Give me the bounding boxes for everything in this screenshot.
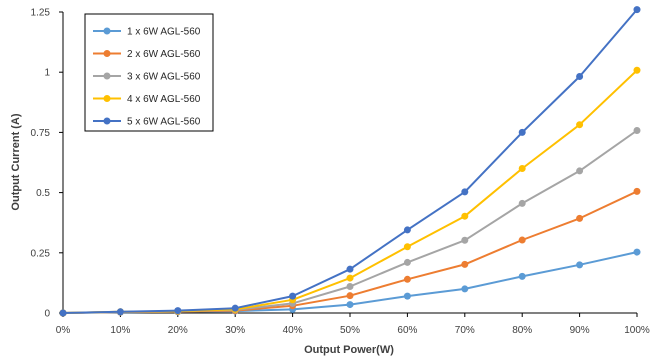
series-2	[59, 187, 641, 317]
data-point	[461, 188, 469, 196]
data-point	[403, 275, 411, 283]
data-point	[346, 265, 354, 273]
x-axis-title: Output Power(W)	[304, 344, 394, 356]
legend-item: 5 x 6W AGL-560	[93, 117, 201, 128]
data-point	[403, 292, 411, 300]
data-point	[518, 272, 526, 280]
legend-label: 4 x 6W AGL-560	[127, 94, 201, 105]
x-tick-label: 60%	[397, 325, 417, 336]
data-point	[461, 260, 469, 268]
x-tick-label: 90%	[570, 325, 590, 336]
data-point	[346, 292, 354, 300]
x-tick-label: 10%	[110, 325, 130, 336]
x-tick-labels: 0% 10% 20% 30% 40% 50% 60% 70% 80% 90% 100%	[56, 313, 650, 336]
series-1	[59, 248, 641, 317]
y-tick-labels: 0 0.25 0.5 0.75 1 1.25	[31, 8, 63, 320]
legend-item: 2 x 6W AGL-560	[93, 49, 201, 60]
y-axis-title: Output Current (A)	[10, 113, 22, 210]
data-point	[461, 285, 469, 293]
data-point	[289, 292, 297, 300]
data-point	[633, 66, 641, 74]
y-tick-label: 0.25	[31, 248, 51, 259]
legend-swatch-marker	[103, 50, 111, 57]
legend-item: 3 x 6W AGL-560	[93, 72, 201, 83]
y-tick-label: 0	[44, 309, 50, 320]
y-tick-label: 1	[44, 68, 50, 79]
data-point	[461, 236, 469, 244]
data-point	[633, 126, 641, 134]
x-tick-label: 30%	[225, 325, 245, 336]
series-layer	[59, 6, 641, 317]
x-tick-label: 20%	[168, 325, 188, 336]
data-point	[59, 309, 67, 317]
data-point	[518, 236, 526, 244]
data-point	[346, 301, 354, 309]
data-point	[174, 307, 182, 315]
legend-label: 3 x 6W AGL-560	[127, 72, 201, 83]
data-point	[346, 283, 354, 291]
legend-swatch-marker	[103, 117, 111, 125]
data-point	[576, 261, 584, 269]
x-tick-label: 0%	[56, 325, 71, 336]
data-point	[576, 214, 584, 222]
data-point	[518, 128, 526, 136]
data-point	[633, 187, 641, 195]
x-tick-label: 70%	[455, 325, 475, 336]
x-tick-label: 80%	[512, 325, 532, 336]
data-point	[231, 304, 239, 312]
y-tick-label: 0.75	[31, 128, 51, 139]
legend-swatch-marker	[103, 95, 111, 102]
series-3	[59, 126, 641, 317]
data-point	[403, 258, 411, 266]
data-point	[461, 212, 469, 220]
data-point	[518, 165, 526, 173]
y-tick-label: 0.5	[36, 188, 50, 199]
data-point	[346, 274, 354, 282]
y-tick-label: 1.25	[31, 8, 51, 19]
x-tick-label: 100%	[624, 325, 650, 336]
legend-label: 1 x 6W AGL-560	[127, 27, 201, 38]
data-point	[403, 226, 411, 234]
data-point	[576, 167, 584, 175]
legend-item: 4 x 6W AGL-560	[93, 94, 201, 105]
x-tick-label: 40%	[283, 325, 303, 336]
data-point	[576, 121, 584, 129]
x-tick-label: 50%	[340, 325, 360, 336]
data-point	[576, 73, 584, 81]
legend-swatch-marker	[103, 27, 111, 35]
data-point	[633, 6, 641, 14]
data-point	[116, 308, 124, 316]
series-5	[59, 6, 641, 317]
legend-label: 2 x 6W AGL-560	[127, 49, 201, 60]
data-point	[518, 199, 526, 207]
legend: 1 x 6W AGL-560 2 x 6W AGL-560 3 x 6W AGL-5…	[84, 13, 214, 132]
legend-swatch-marker	[103, 72, 111, 80]
legend-item: 1 x 6W AGL-560	[93, 27, 201, 38]
legend-label: 5 x 6W AGL-560	[127, 117, 201, 128]
data-point	[633, 248, 641, 256]
data-point	[403, 243, 411, 251]
